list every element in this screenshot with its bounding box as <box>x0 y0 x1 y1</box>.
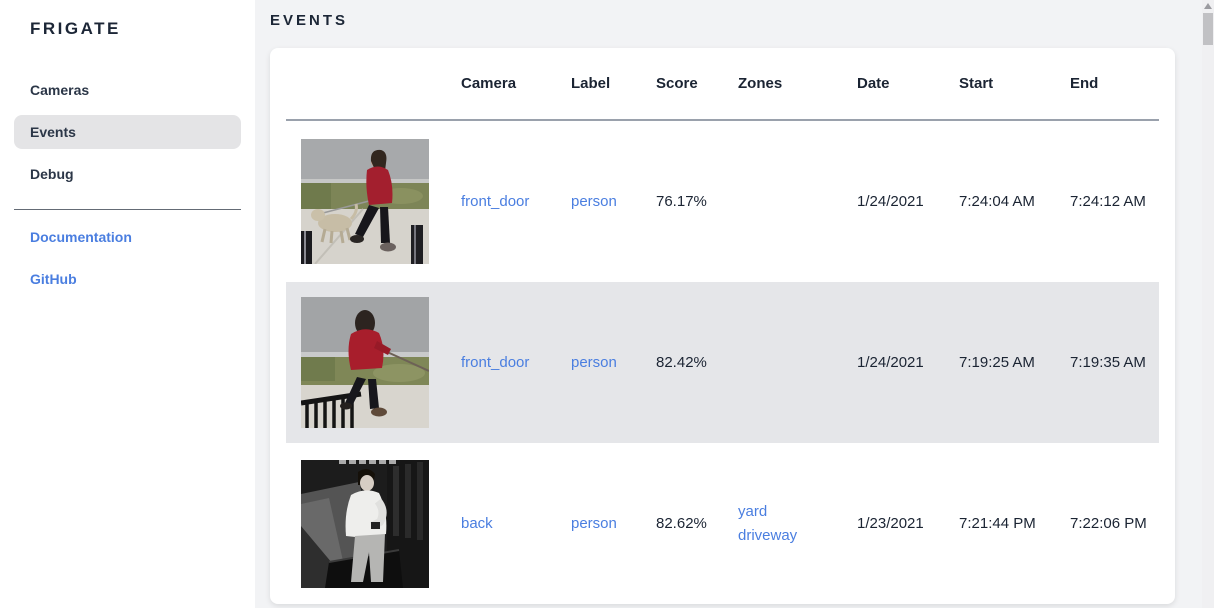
sidebar-item-events[interactable]: Events <box>14 115 241 149</box>
score-value: 82.62% <box>656 515 707 532</box>
table-row[interactable]: front_door person 82.42% 1/24/2021 7:19:… <box>286 282 1159 443</box>
event-thumbnail[interactable] <box>286 297 446 428</box>
zone-link[interactable]: driveway <box>738 526 798 544</box>
events-table: Camera Label Score Zones Date Start End <box>286 48 1159 604</box>
column-header-zones: Zones <box>738 75 783 92</box>
table-row[interactable]: back person 82.62% yard driveway 1/23/202… <box>286 443 1159 604</box>
column-header-start: Start <box>959 75 994 92</box>
sidebar-link-documentation[interactable]: Documentation <box>30 229 132 245</box>
camera-link[interactable]: front_door <box>461 354 530 371</box>
thumbnail-person-night-infrared-image <box>301 459 429 588</box>
column-header-camera: Camera <box>461 75 517 92</box>
date-value: 1/24/2021 <box>857 354 924 371</box>
start-time-value: 7:24:04 AM <box>959 193 1035 210</box>
table-row[interactable]: front_door person 76.17% 1/24/2021 7:24:… <box>286 121 1159 282</box>
vertical-scrollbar[interactable] <box>1202 0 1214 608</box>
sidebar: FRIGATE Cameras Events Debug Documentati… <box>0 0 255 608</box>
scrollbar-thumb[interactable] <box>1203 13 1213 45</box>
start-time-value: 7:21:44 PM <box>959 515 1036 532</box>
date-value: 1/24/2021 <box>857 193 924 210</box>
column-header-label: Label <box>571 75 611 92</box>
label-link[interactable]: person <box>571 193 617 210</box>
column-header-date: Date <box>857 75 890 92</box>
zone-link[interactable]: yard <box>738 502 768 520</box>
table-header: Camera Label Score Zones Date Start End <box>286 48 1159 121</box>
event-thumbnail[interactable] <box>286 459 446 588</box>
camera-link[interactable]: back <box>461 515 493 532</box>
app-logo[interactable]: FRIGATE <box>30 19 121 38</box>
zones-cell: yard driveway <box>723 500 842 548</box>
sidebar-item-debug[interactable]: Debug <box>30 166 74 182</box>
score-value: 82.42% <box>656 354 707 371</box>
thumbnail-person-red-coat-walking-dog-image <box>301 139 429 264</box>
score-value: 76.17% <box>656 193 707 210</box>
camera-link[interactable]: front_door <box>461 193 530 210</box>
label-link[interactable]: person <box>571 354 617 371</box>
column-header-score: Score <box>656 75 698 92</box>
sidebar-item-cameras[interactable]: Cameras <box>30 82 90 98</box>
sidebar-link-github[interactable]: GitHub <box>30 271 77 287</box>
date-value: 1/23/2021 <box>857 515 924 532</box>
main-content: EVENTS Camera Label Score Zones Date Sta… <box>255 0 1214 608</box>
label-link[interactable]: person <box>571 515 617 532</box>
end-time-value: 7:19:35 AM <box>1070 354 1146 371</box>
sidebar-divider <box>14 209 241 210</box>
start-time-value: 7:19:25 AM <box>959 354 1035 371</box>
end-time-value: 7:24:12 AM <box>1070 193 1146 210</box>
table-body: front_door person 76.17% 1/24/2021 7:24:… <box>286 121 1159 604</box>
thumbnail-person-red-hoodie-dog-leash-image <box>301 297 429 428</box>
sidebar-nav: Cameras Events Debug Documentation GitHu… <box>0 73 255 296</box>
end-time-value: 7:22:06 PM <box>1070 515 1147 532</box>
scrollbar-up-arrow-icon[interactable] <box>1204 3 1212 9</box>
events-card: Camera Label Score Zones Date Start End <box>270 48 1175 604</box>
event-thumbnail[interactable] <box>286 139 446 264</box>
column-header-end: End <box>1070 75 1099 92</box>
page-title: EVENTS <box>270 12 349 29</box>
